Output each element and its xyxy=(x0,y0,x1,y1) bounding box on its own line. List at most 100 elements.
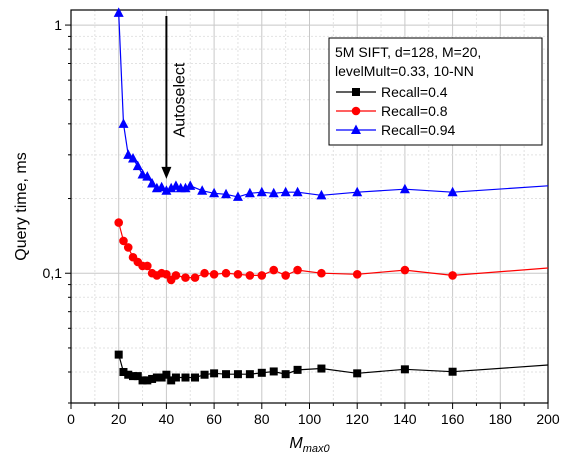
data-point xyxy=(197,185,208,195)
data-point xyxy=(269,265,279,275)
legend-entry: Recall=0.8 xyxy=(336,103,448,119)
data-point xyxy=(448,367,457,376)
data-point xyxy=(447,186,458,197)
x-axis-title-main: M xyxy=(289,435,303,452)
y-tick-label: 0,1 xyxy=(43,265,63,281)
data-point xyxy=(209,270,219,279)
annotation-arrow-head xyxy=(161,166,172,179)
data-point xyxy=(257,368,266,377)
x-tick-label: 100 xyxy=(298,411,322,427)
axis-ticks: 0 20 40 60 80 100 120 140 160 180 200 0,1 1 xyxy=(43,17,560,427)
data-point xyxy=(161,185,172,195)
x-tick-label: 200 xyxy=(536,411,560,427)
autoselect-annotation: Autoselect xyxy=(161,16,188,179)
data-series xyxy=(113,7,549,385)
data-point xyxy=(293,365,302,374)
data-point xyxy=(152,373,161,382)
data-point xyxy=(281,271,290,280)
x-axis-title: Mmax0 xyxy=(289,435,330,455)
data-point xyxy=(157,373,166,382)
series-recall-0-8 xyxy=(114,218,549,285)
data-point xyxy=(162,270,171,279)
data-point xyxy=(221,268,231,278)
data-point xyxy=(293,265,302,275)
data-point xyxy=(210,369,219,378)
data-point xyxy=(114,218,123,227)
data-point xyxy=(119,236,128,246)
x-tick-label: 20 xyxy=(111,411,127,427)
x-tick-label: 40 xyxy=(159,411,175,427)
data-point xyxy=(118,118,129,128)
data-point xyxy=(352,186,363,197)
data-point xyxy=(352,270,362,279)
legend-label: Recall=0.8 xyxy=(381,103,448,119)
x-tick-label: 120 xyxy=(346,411,370,427)
data-point xyxy=(400,365,409,374)
legend-label: Recall=0.4 xyxy=(381,84,448,100)
data-point xyxy=(119,367,128,376)
data-point xyxy=(400,265,410,275)
data-point xyxy=(171,373,180,382)
x-tick-label: 80 xyxy=(254,411,270,427)
data-point xyxy=(200,370,209,379)
y-tick-label: 1 xyxy=(54,17,62,33)
data-point xyxy=(143,376,152,385)
data-point xyxy=(257,271,267,280)
x-tick-label: 140 xyxy=(393,411,417,427)
x-tick-label: 0 xyxy=(67,411,75,427)
data-point xyxy=(233,370,242,379)
data-point xyxy=(399,183,410,194)
data-point xyxy=(191,373,200,382)
data-point xyxy=(123,149,134,159)
data-point xyxy=(221,188,232,199)
data-point xyxy=(244,187,255,198)
data-point xyxy=(180,182,191,193)
data-point xyxy=(128,152,139,163)
data-point xyxy=(181,373,190,382)
data-point xyxy=(138,376,147,385)
data-point xyxy=(317,364,326,373)
data-point xyxy=(245,370,254,379)
data-point xyxy=(148,374,157,383)
series-line-extension xyxy=(452,267,549,276)
data-point xyxy=(269,367,278,376)
legend-marker xyxy=(351,124,361,134)
legend-marker xyxy=(352,88,360,96)
data-point xyxy=(280,186,291,197)
data-point xyxy=(185,180,196,190)
data-point xyxy=(200,268,209,278)
data-point xyxy=(142,171,153,181)
series-recall-0-94 xyxy=(113,7,549,201)
x-tick-label: 160 xyxy=(441,411,465,427)
legend-header-line1: 5M SIFT, d=128, M=20, xyxy=(335,44,481,60)
data-point xyxy=(167,376,176,385)
data-point xyxy=(316,189,327,200)
data-point xyxy=(353,369,362,378)
data-point xyxy=(209,187,220,198)
data-point xyxy=(181,273,190,282)
series-recall-0-4 xyxy=(114,350,549,385)
data-point xyxy=(232,191,243,201)
data-point xyxy=(123,243,133,252)
data-point xyxy=(190,273,200,282)
data-point xyxy=(233,270,243,279)
data-point xyxy=(256,186,267,197)
data-point xyxy=(124,370,133,379)
data-point xyxy=(317,268,326,278)
legend-label: Recall=0.94 xyxy=(381,122,456,138)
legend: 5M SIFT, d=128, M=20, levelMult=0.33, 10-… xyxy=(328,37,543,146)
series-line-extension xyxy=(452,185,549,193)
data-point xyxy=(162,370,171,379)
annotation-label: Autoselect xyxy=(171,62,188,137)
x-tick-label: 180 xyxy=(489,411,513,427)
data-point xyxy=(281,370,290,379)
legend-header-line2: levelMult=0.33, 10-NN xyxy=(335,63,474,79)
data-point xyxy=(133,372,142,381)
data-point xyxy=(166,182,177,193)
legend-marker xyxy=(351,106,361,116)
data-point xyxy=(132,160,143,171)
legend-entry: Recall=0.4 xyxy=(336,84,448,100)
data-point xyxy=(129,372,138,381)
data-point xyxy=(114,350,123,359)
